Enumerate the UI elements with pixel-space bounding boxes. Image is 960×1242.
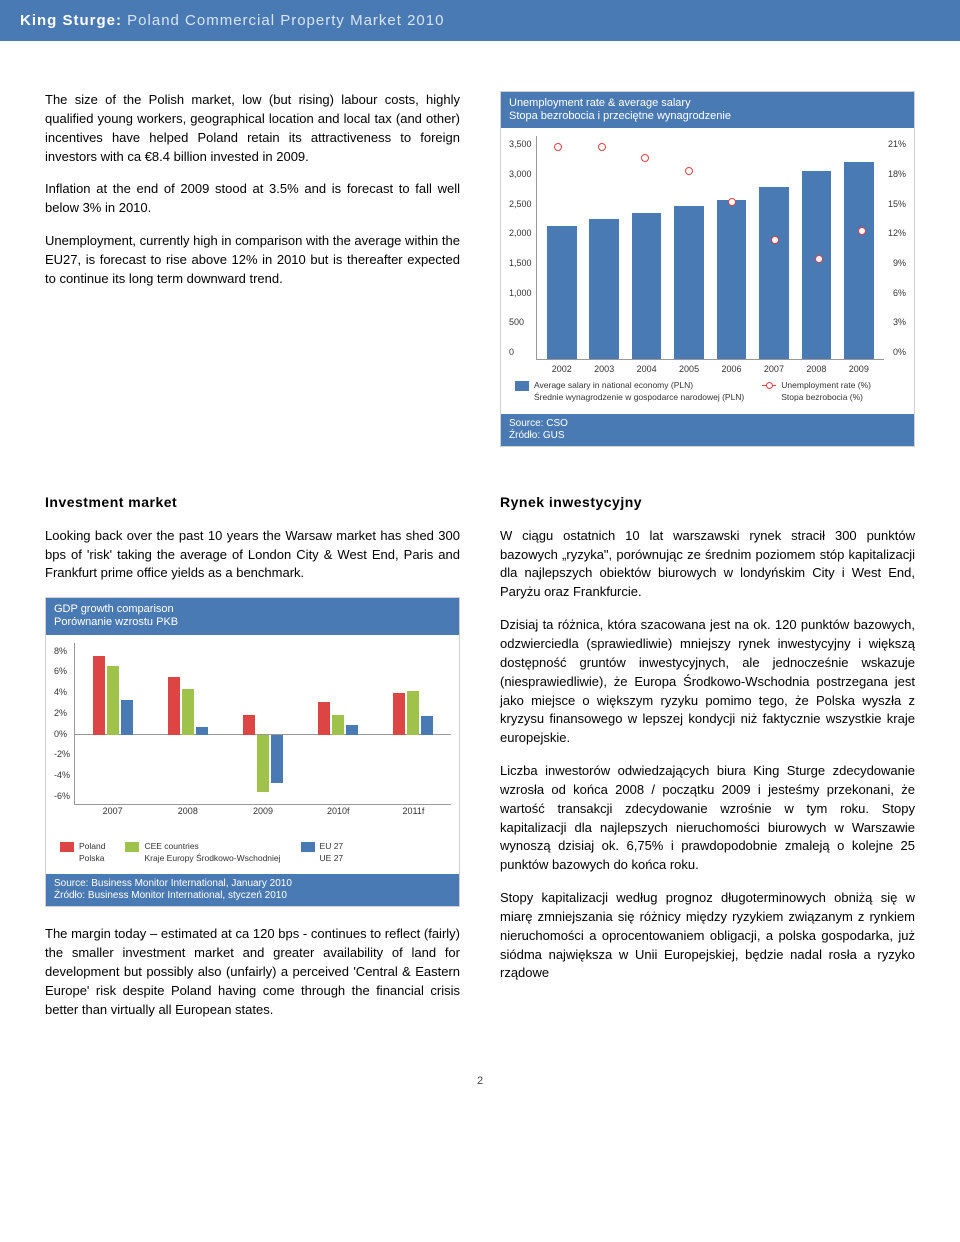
- gdp-bar: [196, 727, 208, 735]
- bar-col: 2006: [710, 136, 752, 359]
- salary-bar: [547, 226, 577, 360]
- gdp-group: 2007: [75, 643, 150, 804]
- investment-pl-1: W ciągu ostatnich 10 lat warszawski ryne…: [500, 527, 915, 602]
- source-en: Source: CSO: [509, 418, 906, 430]
- chart-plot: 20022003200420052006200720082009: [536, 136, 884, 360]
- bar-col: 2008: [795, 136, 837, 359]
- legend-line-pl: Stopa bezrobocia (%): [781, 392, 871, 404]
- salary-bar: [674, 206, 704, 359]
- gdp-bar: [346, 725, 358, 734]
- page-title-bar: King Sturge: Poland Commercial Property …: [0, 0, 960, 41]
- gdp-title-en: GDP growth comparison: [54, 603, 451, 616]
- chart-header: Unemployment rate & average salary Stopa…: [501, 92, 914, 128]
- gdp-bar: [93, 656, 105, 734]
- gdp-bar: [107, 666, 119, 735]
- unemployment-chart: Unemployment rate & average salary Stopa…: [500, 91, 915, 447]
- source-pl: Źródło: GUS: [509, 430, 906, 442]
- salary-bar: [589, 219, 619, 359]
- gdp-bar: [332, 715, 344, 735]
- intro-para-2: Inflation at the end of 2009 stood at 3.…: [45, 180, 460, 218]
- gdp-bar: [243, 715, 255, 735]
- investment-pl-2: Dzisiaj ta różnica, która szacowana jest…: [500, 616, 915, 748]
- chart-legend: Average salary in national economy (PLN)…: [509, 376, 906, 410]
- unemployment-marker: [771, 236, 779, 244]
- bar-col: 2003: [583, 136, 625, 359]
- gdp-source-pl: Źródło: Business Monitor International, …: [54, 890, 451, 902]
- gdp-group: 2008: [150, 643, 225, 804]
- intro-para-3: Unemployment, currently high in comparis…: [45, 232, 460, 289]
- gdp-bar: [257, 735, 269, 793]
- salary-bar: [844, 162, 874, 360]
- gdp-bar: [271, 735, 283, 783]
- gdp-legend-item: CEE countriesKraje Europy Środkowo-Wscho…: [125, 841, 280, 865]
- chart-title-pl: Stopa bezrobocia i przeciętne wynagrodze…: [509, 110, 906, 123]
- unemployment-marker: [728, 198, 736, 206]
- gdp-bar: [393, 693, 405, 734]
- unemployment-marker: [858, 227, 866, 235]
- gdp-plot: 2007200820092010f2011f: [74, 643, 451, 805]
- gdp-legend-item: EU 27UE 27: [301, 841, 344, 865]
- investment-en-1: Looking back over the past 10 years the …: [45, 527, 460, 584]
- gdp-legend-item: PolandPolska: [60, 841, 105, 865]
- salary-bar: [802, 171, 832, 359]
- legend-bar-en: Average salary in national economy (PLN): [534, 380, 744, 392]
- gdp-source: Source: Business Monitor International, …: [46, 874, 459, 906]
- gdp-bar: [318, 702, 330, 734]
- gdp-title-pl: Porównanie wzrostu PKB: [54, 616, 451, 629]
- legend-swatch-bar: [515, 381, 529, 391]
- bar-col: 2002: [541, 136, 583, 359]
- salary-bar: [632, 213, 662, 360]
- page-number: 2: [45, 1074, 915, 1089]
- y-axis-right: 21%18%15%12%9%6%3%0%: [884, 136, 906, 376]
- bar-col: 2009: [838, 136, 880, 359]
- unemployment-marker: [554, 143, 562, 151]
- salary-bar: [759, 187, 789, 359]
- title-rest: Poland Commercial Property Market 2010: [122, 12, 444, 29]
- investment-pl-3: Liczba inwestorów odwiedzających biura K…: [500, 762, 915, 875]
- unemployment-marker: [598, 143, 606, 151]
- gdp-bar: [421, 716, 433, 734]
- gdp-y-axis: 8%6%4%2%0%-2%-4%-6%: [54, 643, 74, 833]
- gdp-bar: [121, 700, 133, 735]
- bar-col: 2004: [625, 136, 667, 359]
- unemployment-marker: [815, 255, 823, 263]
- y-axis-left: 3,5003,0002,5002,0001,5001,0005000: [509, 136, 536, 376]
- gdp-bar: [168, 677, 180, 735]
- investment-en-2: The margin today – estimated at ca 120 b…: [45, 925, 460, 1019]
- gdp-legend: PolandPolska CEE countriesKraje Europy Śr…: [54, 833, 451, 871]
- bar-col: 2007: [753, 136, 795, 359]
- legend-swatch-line: [762, 381, 776, 391]
- chart-title-en: Unemployment rate & average salary: [509, 97, 906, 110]
- gdp-chart: GDP growth comparison Porównanie wzrostu…: [45, 597, 460, 907]
- gdp-chart-header: GDP growth comparison Porównanie wzrostu…: [46, 598, 459, 634]
- chart-source: Source: CSO Źródło: GUS: [501, 414, 914, 446]
- unemployment-marker: [685, 167, 693, 175]
- unemployment-marker: [641, 154, 649, 162]
- investment-heading-pl: Rynek inwestycyjny: [500, 493, 915, 513]
- legend-bar-pl: Średnie wynagrodzenie w gospodarce narod…: [534, 392, 744, 404]
- gdp-group: 2009: [225, 643, 300, 804]
- investment-heading-en: Investment market: [45, 493, 460, 513]
- gdp-group: 2011f: [376, 643, 451, 804]
- gdp-bar: [182, 689, 194, 735]
- gdp-source-en: Source: Business Monitor International, …: [54, 878, 451, 890]
- investment-pl-4: Stopy kapitalizacji według prognoz długo…: [500, 889, 915, 983]
- intro-para-1: The size of the Polish market, low (but …: [45, 91, 460, 166]
- legend-line-en: Unemployment rate (%): [781, 380, 871, 392]
- salary-bar: [717, 200, 747, 359]
- gdp-group: 2010f: [301, 643, 376, 804]
- brand-name: King Sturge:: [20, 12, 122, 29]
- gdp-bar: [407, 691, 419, 735]
